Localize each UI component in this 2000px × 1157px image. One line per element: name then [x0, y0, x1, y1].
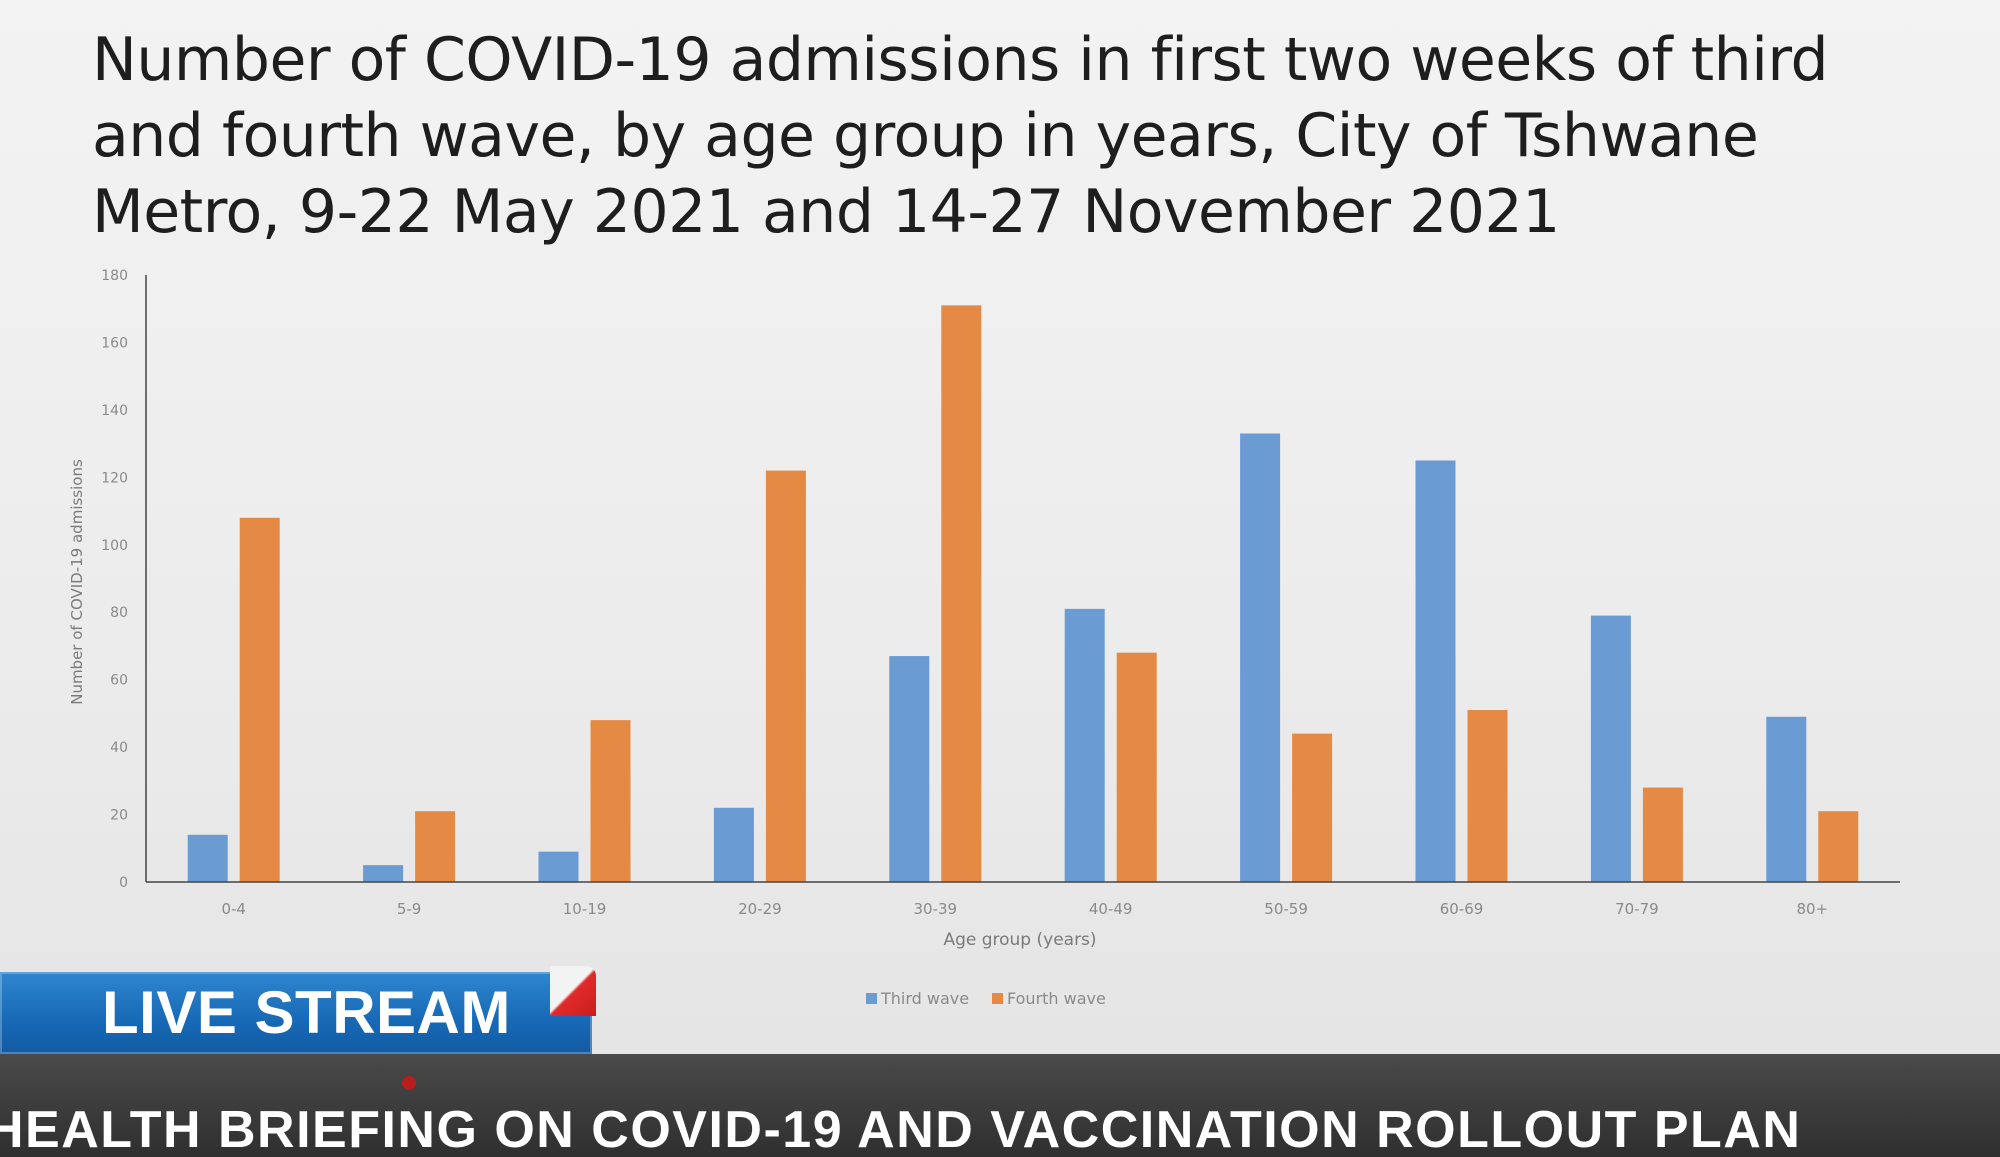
y-tick-label: 180 [101, 268, 128, 284]
bar-fourth-wave-80plus [1818, 811, 1859, 882]
bar-third-wave-30-39 [889, 656, 930, 882]
legend: Third wave Fourth wave [866, 989, 1106, 1008]
bar-third-wave-40-49 [1064, 608, 1105, 882]
y-tick-label: 0 [119, 875, 128, 891]
bar-third-wave-10-19 [538, 851, 579, 882]
y-tick-label: 140 [101, 403, 128, 419]
bar-fourth-wave-5-9 [415, 811, 456, 882]
bar-third-wave-20-29 [713, 807, 754, 882]
x-tick-label: 10-19 [563, 900, 607, 918]
bar-fourth-wave-40-49 [1116, 652, 1157, 882]
y-tick-label: 120 [101, 470, 128, 486]
y-tick-label: 100 [101, 538, 128, 554]
x-tick-label: 50-59 [1264, 900, 1308, 918]
bar-fourth-wave-50-59 [1292, 733, 1333, 882]
y-tick-label: 80 [110, 605, 128, 621]
bar-third-wave-50-59 [1240, 433, 1281, 882]
ticker-record-dot-icon [402, 1076, 416, 1090]
y-axis-label: Number of COVID-19 admissions [68, 459, 86, 705]
bar-fourth-wave-30-39 [941, 305, 982, 883]
bar-fourth-wave-70-79 [1642, 787, 1683, 882]
bars [187, 305, 1859, 883]
legend-label: Fourth wave [1007, 989, 1106, 1008]
x-tick-label: 40-49 [1089, 900, 1133, 918]
bar-third-wave-0-4 [187, 834, 228, 882]
x-tick-label: 5-9 [397, 900, 422, 918]
axes [145, 275, 1900, 883]
banner-accent-tab [550, 966, 596, 1016]
slide-title: Number of COVID-19 admissions in first t… [92, 25, 1829, 247]
legend-swatch [866, 993, 877, 1004]
legend-swatch [992, 993, 1003, 1004]
y-tick-label: 40 [110, 740, 128, 756]
y-tick-label: 160 [101, 335, 128, 351]
x-axis-ticks: 0-4 5-9 10-19 20-29 30-39 40-49 50-59 60-69 70-7… [221, 900, 1828, 918]
bar-third-wave-60-69 [1415, 460, 1456, 882]
bar-third-wave-80plus [1766, 716, 1807, 882]
x-tick-label: 60-69 [1440, 900, 1484, 918]
x-axis-label: Age group (years) [943, 930, 1096, 950]
x-tick-label: 30-39 [914, 900, 958, 918]
x-tick-label: 80+ [1796, 900, 1828, 918]
bar-fourth-wave-60-69 [1467, 710, 1508, 882]
y-axis-ticks: 0 20 40 60 80 100 120 140 160 180 [101, 268, 128, 891]
bar-fourth-wave-20-29 [765, 470, 806, 882]
bar-fourth-wave-10-19 [590, 720, 631, 882]
bar-third-wave-70-79 [1590, 615, 1631, 882]
admissions-bar-chart: 0 20 40 60 80 100 120 140 160 180 0-4 5-9 10-19 20-2… [68, 268, 1900, 1008]
x-tick-label: 70-79 [1615, 900, 1659, 918]
live-stream-label: LIVE STREAM [102, 979, 511, 1046]
bar-fourth-wave-0-4 [239, 517, 280, 882]
x-tick-label: 0-4 [221, 900, 246, 918]
legend-label: Third wave [880, 989, 969, 1008]
news-ticker: HEALTH BRIEFING ON COVID-19 AND VACCINAT… [0, 1054, 2000, 1157]
y-tick-label: 20 [110, 808, 128, 824]
live-stream-banner: LIVE STREAM [0, 966, 596, 1054]
x-tick-label: 20-29 [738, 900, 782, 918]
bar-third-wave-5-9 [363, 865, 404, 882]
ticker-headline: HEALTH BRIEFING ON COVID-19 AND VACCINAT… [0, 1101, 1802, 1157]
y-tick-label: 60 [110, 673, 128, 689]
